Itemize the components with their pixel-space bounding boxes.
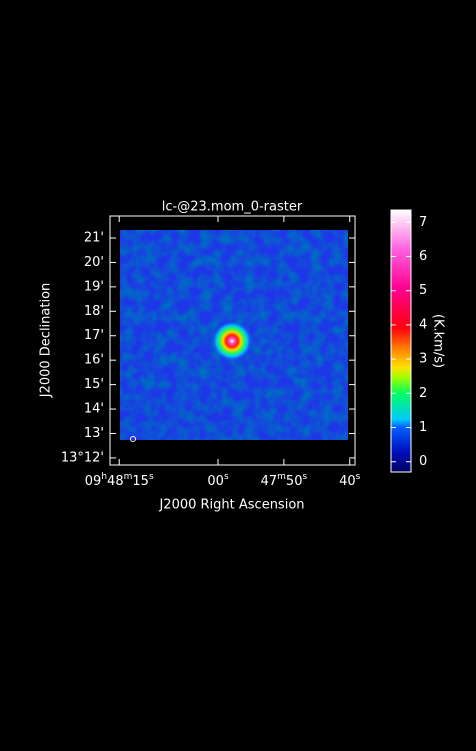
y-tick-label: 13°12': [61, 450, 104, 465]
y-tick-label: 14': [84, 402, 104, 417]
colorbar-tick-label: 7: [419, 215, 427, 230]
x-tick-label: 00s: [207, 472, 229, 489]
colorbar-tick-label: 1: [419, 420, 427, 435]
y-tick-label: 21': [84, 230, 104, 245]
colorbar-tick-label: 5: [419, 283, 427, 298]
colorbar-tick-label: 2: [419, 386, 427, 401]
colorbar-tick-label: 4: [419, 317, 427, 332]
plot-frame: [109, 215, 356, 466]
y-tick-label: 17': [84, 328, 104, 343]
colorbar: [390, 209, 412, 473]
y-tick-label: 18': [84, 304, 104, 319]
y-tick-label: 13': [84, 426, 104, 441]
raster-image: [120, 230, 348, 442]
x-tick-label: 40s: [339, 472, 361, 489]
colorbar-tick-label: 3: [419, 352, 427, 367]
colorbar-label: (K.km/s): [431, 314, 446, 368]
x-tick-label: 47m50s: [261, 472, 308, 489]
y-axis-label: J2000 Declination: [39, 283, 54, 399]
y-tick-label: 15': [84, 377, 104, 392]
colorbar-tick-label: 6: [419, 249, 427, 264]
colorbar-tick-label: 0: [419, 454, 427, 469]
x-tick-label: 09h48m15s: [85, 472, 154, 489]
y-tick-label: 20': [84, 255, 104, 270]
x-axis-label: J2000 Right Ascension: [158, 498, 304, 513]
y-tick-label: 16': [84, 353, 104, 368]
chart-title: lc-@23.mom_0-raster: [162, 200, 303, 215]
y-tick-label: 19': [84, 279, 104, 294]
